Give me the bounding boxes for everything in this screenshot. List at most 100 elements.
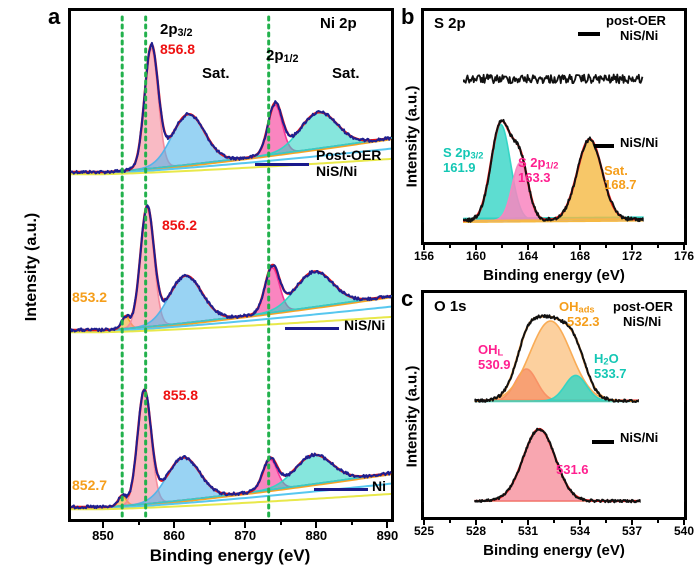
panel-a-value-856-8: 856.8 [160, 41, 196, 57]
panel-c-ticklabel-534: 534 [569, 524, 591, 538]
panel-b-ticklabel-168: 168 [569, 249, 591, 263]
panel-c-tick-528 [475, 519, 477, 525]
panel-a-minor-tick [137, 521, 140, 525]
panel-c-anno-ohl-sub: L [497, 347, 504, 358]
panel-a-label-2p12: 2p1/2 [266, 48, 299, 65]
panel-c-anno-ohl-value: 530.9 [478, 357, 511, 373]
label-2p12-sub: 1/2 [283, 52, 299, 65]
panel-a-letter: a [48, 4, 61, 29]
panel-b-svg [423, 11, 685, 242]
panel-a-tick-860 [173, 521, 176, 528]
panel-a-ticklabel-890: 890 [376, 528, 399, 543]
panel-b-ticklabel-172: 172 [621, 249, 643, 263]
panel-c-anno-h2o-sub: 2 [603, 356, 609, 367]
panel-b-anno-s2p32-value: 161.9 [443, 160, 476, 176]
panel-b-minor-tick [501, 244, 503, 248]
panel-c-anno-ohads-value: 532.3 [567, 314, 600, 330]
panel-a-ylabel: Intensity (a.u.) [23, 212, 40, 322]
label-2p12-text: 2p [266, 47, 284, 64]
panel-c-ylabel: Intensity (a.u.) [403, 365, 421, 468]
panel-b-tick-164 [527, 244, 529, 250]
legend-post-oer-line2: NiS/Ni [316, 162, 358, 179]
panel-a-value-856-2: 856.2 [162, 217, 198, 233]
panel-c-tick-537 [631, 519, 633, 525]
panel-c-ticklabel-537: 537 [621, 524, 643, 538]
panel-a-minor-tick [208, 521, 211, 525]
panel-c-anno-ohads: OHads 532.3 [559, 300, 600, 329]
panel-b-tick-168 [579, 244, 581, 250]
panel-b-plot-area [421, 8, 687, 245]
panel-b-legend-line-post-oer [578, 32, 600, 36]
panel-c-anno-ohads-text: OH [559, 299, 579, 314]
panel-c-title: O 1s [434, 298, 467, 315]
panel-a-svg [70, 15, 392, 519]
panel-c-minor-tick [605, 519, 607, 523]
panel-c-anno-h2o-text: H [594, 351, 604, 366]
panel-b-legend-post-oer-line2: NiS/Ni [620, 27, 659, 43]
panel-c-ticklabel-528: 528 [465, 524, 487, 538]
panel-b-anno-s2p12-sub: 1/2 [545, 160, 559, 171]
panel-c-minor-tick [657, 519, 659, 523]
panel-b-anno-sat-text: Sat. [604, 163, 628, 178]
panel-b-tick-160 [475, 244, 477, 250]
panel-a-xlabel: Binding energy (eV) [149, 546, 311, 565]
panel-c-anno-h2o-text2: O [608, 351, 619, 366]
panel-a-legend-ni: Ni [372, 478, 386, 494]
panel-c-ticklabel-525: 525 [413, 524, 435, 538]
panel-a-ticklabel-880: 880 [305, 528, 328, 543]
panel-b-legend-post-oer: post-OER NiS/Ni [606, 13, 666, 43]
panel-a-legend-post-oer: Post-OER NiS/Ni [316, 147, 381, 179]
panel-b-tick-176 [683, 244, 685, 250]
panel-c-letter: c [401, 286, 414, 311]
panel-c-anno-h2o: H2O 533.7 [594, 352, 627, 381]
panel-b-anno-s2p12-text: S 2p [518, 155, 546, 170]
panel-b-legend-line-nis-ni [594, 144, 614, 148]
panel-a-ticklabel-850: 850 [92, 528, 114, 543]
panel-c-legend-post-oer-line1: post-OER [613, 299, 673, 314]
panel-c-anno-ohads-sub: ads [578, 304, 595, 315]
panel-a-legend-line-ni [314, 488, 368, 491]
panel-c-xlabel: Binding energy (eV) [483, 542, 625, 559]
panel-a-tick-880 [315, 521, 318, 528]
panel-c-legend-post-oer: post-OER NiS/Ni [613, 299, 673, 329]
panel-c-svg [423, 293, 685, 517]
panel-b-tick-156 [423, 244, 425, 250]
panel-c-plot-area [421, 290, 687, 520]
panel-a-ticklabel-860: 860 [163, 528, 185, 543]
panel-b-ticklabel-176: 176 [673, 249, 695, 263]
panel-a-value-853-2: 853.2 [72, 289, 108, 305]
panel-c-tick-534 [579, 519, 581, 525]
panel-a-value-855-8: 855.8 [163, 387, 199, 403]
panel-c-tick-525 [423, 519, 425, 525]
label-2p32-text: 2p [160, 21, 178, 38]
panel-b-anno-s2p12: S 2p1/2 163.3 [518, 156, 558, 185]
panel-b-tick-172 [631, 244, 633, 250]
panel-b-anno-sat-value: 168.7 [604, 176, 637, 192]
panel-b-ticklabel-160: 160 [465, 249, 487, 263]
panel-b-anno-sat: Sat. 168.7 [604, 164, 637, 191]
panel-a-label-sat2: Sat. [332, 65, 360, 82]
panel-c-tick-531 [527, 519, 529, 525]
panel-b-anno-s2p32-sub: 3/2 [470, 150, 484, 161]
panel-a-minor-tick [279, 521, 282, 525]
panel-b-legend-nis-ni: NiS/Ni [620, 135, 659, 150]
panel-b-anno-s2p12-value: 163.3 [518, 170, 551, 186]
panel-a-legend-line-nis-ni [285, 327, 339, 330]
panel-b-legend-post-oer-line1: post-OER [606, 13, 666, 28]
panel-a-value-852-7: 852.7 [72, 477, 108, 493]
panel-c-minor-tick [449, 519, 451, 523]
panel-b-letter: b [401, 4, 415, 29]
panel-a-legend-line-post-oer [255, 163, 309, 166]
panel-b-anno-s2p32-text: S 2p [443, 145, 471, 160]
panel-c-legend-line-nis-ni [592, 440, 614, 444]
panel-b-anno-s2p32: S 2p3/2 161.9 [443, 146, 483, 175]
panel-a-tick-850 [102, 521, 104, 528]
panel-c-anno-531-6: 531.6 [556, 462, 589, 477]
panel-a-minor-tick [350, 521, 353, 525]
panel-a-label-2p32: 2p3/2 [160, 22, 193, 39]
panel-a-legend-nis-ni: NiS/Ni [344, 317, 386, 333]
panel-a-tick-890 [386, 521, 389, 528]
panel-a-plot-area [68, 8, 394, 522]
panel-c-legend-nis-ni: NiS/Ni [620, 430, 659, 445]
panel-c-ticklabel-540: 540 [673, 524, 695, 538]
